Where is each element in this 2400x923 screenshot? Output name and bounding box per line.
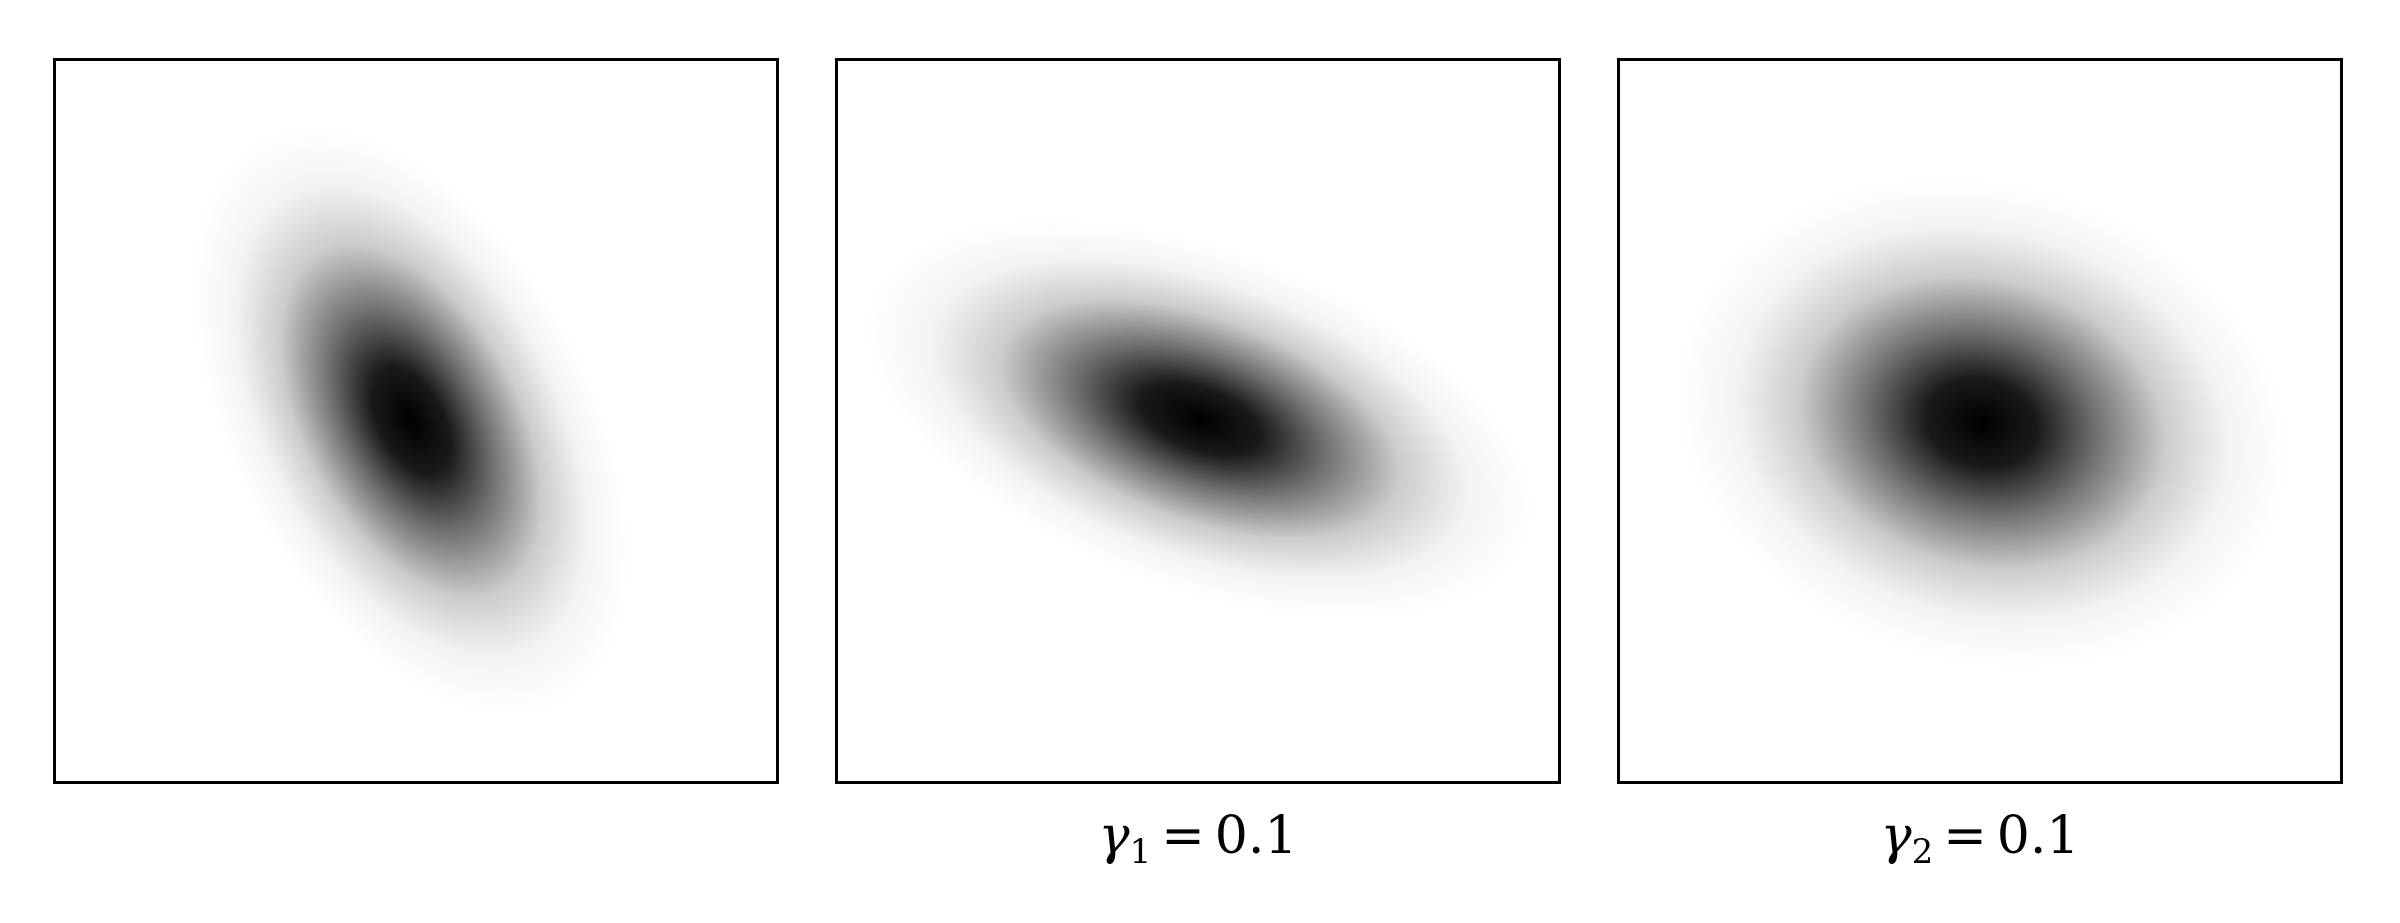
- caption-symbol: γ: [1098, 806, 1130, 866]
- galaxy-blob: [866, 219, 1534, 619]
- caption-value: 0.1: [1996, 806, 2080, 866]
- galaxy-image-shear-gamma2: [1676, 177, 2288, 669]
- galaxy-panel-original: [53, 58, 779, 784]
- caption-subscript: 1: [1129, 832, 1152, 872]
- caption-symbol: γ: [1880, 806, 1912, 866]
- galaxy-panel-shear-gamma2: [1617, 58, 2343, 784]
- caption-value: 0.1: [1214, 806, 1298, 866]
- galaxy-panel-shear-gamma1: [835, 58, 1561, 784]
- galaxy-image-original: [192, 126, 630, 716]
- caption-gamma2: γ2 = 0.1: [1617, 796, 2343, 892]
- galaxy-blob: [1676, 177, 2288, 669]
- caption-subscript: 2: [1911, 832, 1934, 872]
- caption-gamma1: γ1 = 0.1: [835, 796, 1561, 892]
- caption-operator: =: [1943, 806, 1987, 866]
- caption-operator: =: [1161, 806, 1205, 866]
- galaxy-blob: [192, 126, 630, 716]
- galaxy-image-shear-gamma1: [866, 219, 1534, 619]
